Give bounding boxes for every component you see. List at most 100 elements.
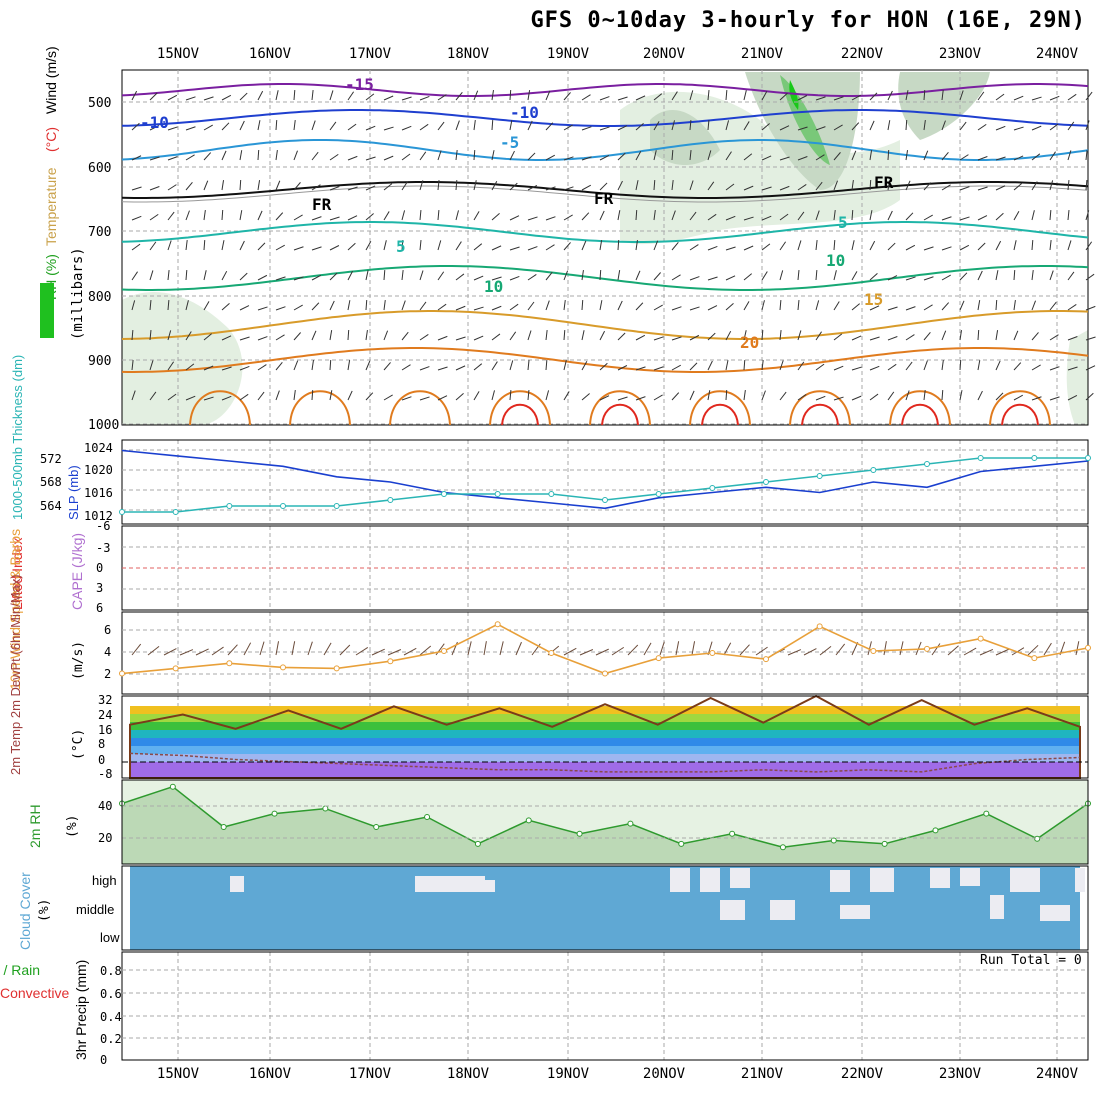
wind-barb (1031, 181, 1038, 191)
wind-barb (1067, 93, 1077, 101)
wind-barb (761, 300, 765, 311)
wind-barb (435, 643, 445, 656)
wind-barb (275, 276, 286, 281)
wind-barb (1031, 396, 1042, 401)
thickness-line (122, 457, 1088, 513)
wind-barb (653, 304, 663, 311)
wind-barb (599, 395, 610, 401)
wind-barb (527, 246, 538, 251)
wind-barb (833, 124, 843, 131)
wind-barb (203, 239, 206, 251)
wind-barb (931, 643, 941, 656)
wind-barb (761, 329, 764, 341)
isotherm-arch (989, 390, 1051, 426)
thickness-line-point (709, 485, 716, 491)
wind-barb (257, 149, 260, 161)
wind-barb (1085, 273, 1095, 281)
wind-barb (851, 180, 854, 191)
temp-band (130, 714, 1080, 722)
wind-barb (653, 150, 657, 161)
wind-barb (1013, 330, 1019, 341)
wind-unit: (m/s) (71, 641, 86, 680)
cloud-gap (670, 868, 690, 892)
wind-barb (257, 90, 264, 101)
wind-barb (311, 216, 322, 221)
precip-tick: 0.6 (100, 987, 122, 1001)
wind-barb (689, 334, 700, 341)
wind-barb (437, 271, 445, 281)
wind-barb (797, 240, 802, 251)
wind-barb (455, 150, 458, 161)
isotherm-arch (589, 390, 651, 426)
wind-barb (1049, 396, 1060, 401)
wind-barb (437, 150, 442, 161)
wind-barb (545, 122, 554, 131)
wind-barb (365, 213, 374, 221)
rh-point (474, 840, 481, 847)
rh-point (983, 810, 990, 817)
wind-barb (797, 211, 805, 221)
wind-barb (383, 330, 389, 341)
wind-barb (483, 641, 487, 656)
wind-barb (419, 151, 427, 161)
wind-barb (923, 390, 926, 401)
wind-barb (293, 276, 304, 281)
wind-barb (671, 120, 675, 131)
wind-barb (959, 272, 968, 281)
wind-barb (995, 330, 999, 341)
wind-barb (1067, 271, 1075, 281)
wind-barb (851, 303, 860, 311)
thickness-line-point (977, 455, 984, 461)
wind-barb (383, 211, 390, 221)
wind-barb (383, 362, 391, 371)
panel-frame (121, 611, 1089, 695)
upper-ytick: 1000 (88, 418, 119, 433)
upper-ylabel-part: Wind (m/s) (43, 46, 59, 114)
wind-barb (239, 305, 250, 311)
wind-barb (995, 93, 1005, 101)
wind-barb (779, 185, 790, 191)
wind-barb (635, 366, 646, 371)
wind-barb (383, 394, 393, 401)
wind-barb (627, 644, 639, 656)
thickness-line-point (441, 491, 447, 497)
isotherm-arch (389, 390, 451, 426)
wind-barb (779, 391, 787, 401)
wind-barb (311, 389, 314, 401)
wind-barb (1013, 269, 1016, 281)
wind-barb (579, 649, 594, 656)
wind-barb (347, 186, 358, 191)
wind-barb (365, 392, 374, 401)
cape-tick: -6 (96, 519, 110, 533)
thickness-tick: 572 (40, 452, 62, 466)
wind-barb (473, 211, 480, 221)
wind-barb (239, 240, 245, 251)
wind-barb (599, 240, 603, 251)
isotherm-arch (501, 403, 539, 426)
wind-barb (707, 90, 710, 101)
wind-barb (815, 154, 825, 161)
wind-barb (149, 213, 159, 221)
wind-barb (707, 276, 718, 281)
wind-barb (617, 270, 621, 281)
wind-barb (1085, 150, 1088, 161)
thickness-line-point (548, 491, 555, 497)
wind-barb (761, 186, 772, 191)
contour-label: 10 (484, 277, 503, 296)
wind-barb (383, 240, 387, 251)
wind-barb (1049, 151, 1056, 161)
cloud-gap (830, 870, 850, 892)
wind-barb (869, 150, 873, 161)
thickness-line-point (655, 491, 662, 497)
wind-barb (689, 276, 700, 281)
wind-barb (1067, 179, 1070, 191)
wind-tick: 2 (104, 667, 111, 681)
wind-barb (851, 122, 860, 131)
wind-barb (185, 154, 195, 161)
wind-barb (383, 126, 394, 131)
wind-barb (293, 214, 303, 221)
wind-barb (1049, 366, 1060, 371)
wind-barb (725, 330, 732, 341)
wind-barb (307, 641, 313, 656)
wind-barb (1013, 362, 1022, 371)
